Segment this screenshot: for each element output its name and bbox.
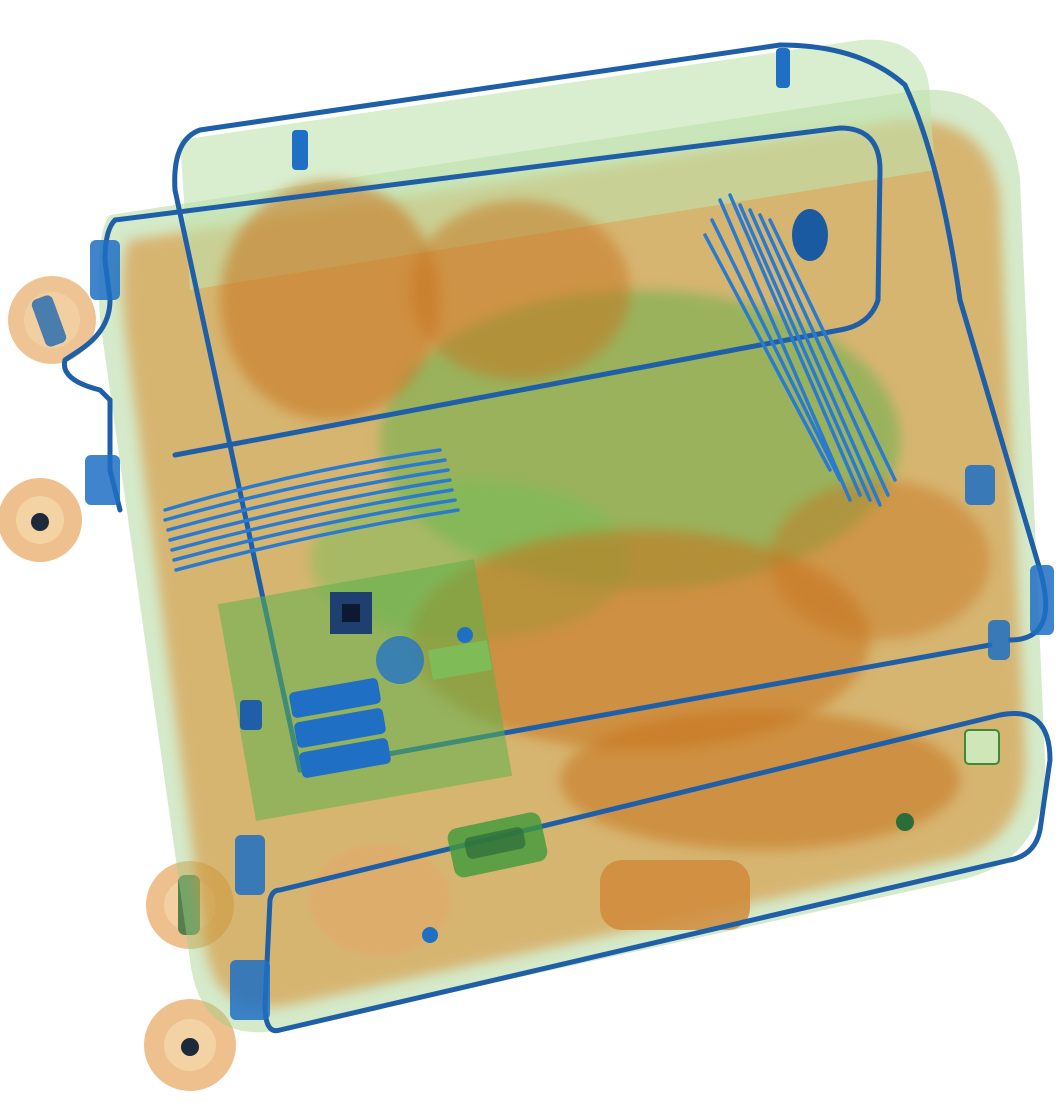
cable-bundle xyxy=(703,193,897,507)
circuit-board xyxy=(217,559,513,821)
cable-bundle xyxy=(163,448,460,572)
small-items xyxy=(422,627,1000,943)
metal-fittings xyxy=(85,48,1054,1020)
wheel-icon xyxy=(8,276,96,364)
wheel-icon xyxy=(144,999,236,1091)
small-device xyxy=(447,812,548,878)
wheel-icon xyxy=(0,478,82,562)
